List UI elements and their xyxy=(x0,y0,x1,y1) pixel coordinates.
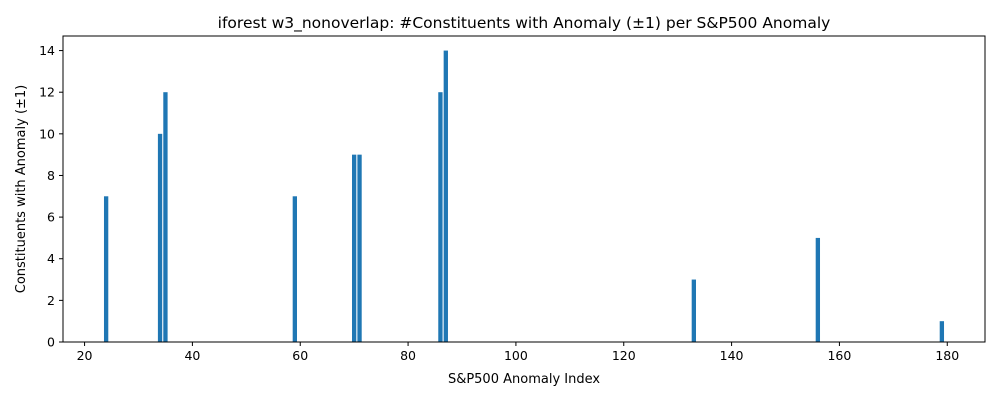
y-tick-label: 14 xyxy=(39,43,55,58)
bar xyxy=(352,154,357,342)
bar xyxy=(939,321,945,342)
y-tick-label: 10 xyxy=(39,126,55,141)
chart-title: iforest w3_nonoverlap: #Constituents wit… xyxy=(218,14,831,33)
y-tick-label: 0 xyxy=(47,335,55,350)
x-tick-label: 60 xyxy=(292,348,308,363)
bar xyxy=(157,133,163,342)
x-tick-label: 80 xyxy=(400,348,416,363)
bar xyxy=(163,92,168,342)
y-tick-label: 12 xyxy=(39,85,55,100)
y-tick-label: 6 xyxy=(47,210,55,225)
bar xyxy=(103,196,109,342)
plot-frame xyxy=(62,35,986,343)
x-axis: 20 40 60 80 100 120 140 160 180 xyxy=(77,342,959,363)
bar xyxy=(443,50,448,342)
x-tick-label: 40 xyxy=(184,348,200,363)
bars-layer xyxy=(103,50,945,342)
y-tick-label: 8 xyxy=(47,168,55,183)
y-tick-label: 4 xyxy=(47,251,55,266)
bar xyxy=(438,92,443,342)
x-tick-label: 140 xyxy=(720,348,744,363)
y-axis-title: Constituents with Anomaly (±1) xyxy=(14,85,29,294)
x-tick-label: 120 xyxy=(612,348,636,363)
x-axis-title: S&P500 Anomaly Index xyxy=(448,372,600,387)
x-tick-label: 180 xyxy=(935,348,959,363)
x-tick-label: 20 xyxy=(77,348,93,363)
bar xyxy=(815,237,821,342)
bar xyxy=(357,154,362,342)
bar xyxy=(691,279,696,342)
y-axis: 0 2 4 6 8 10 12 14 xyxy=(39,43,63,350)
bar xyxy=(292,196,297,342)
y-tick-label: 2 xyxy=(47,293,55,308)
x-tick-label: 100 xyxy=(504,348,528,363)
x-tick-label: 160 xyxy=(827,348,851,363)
